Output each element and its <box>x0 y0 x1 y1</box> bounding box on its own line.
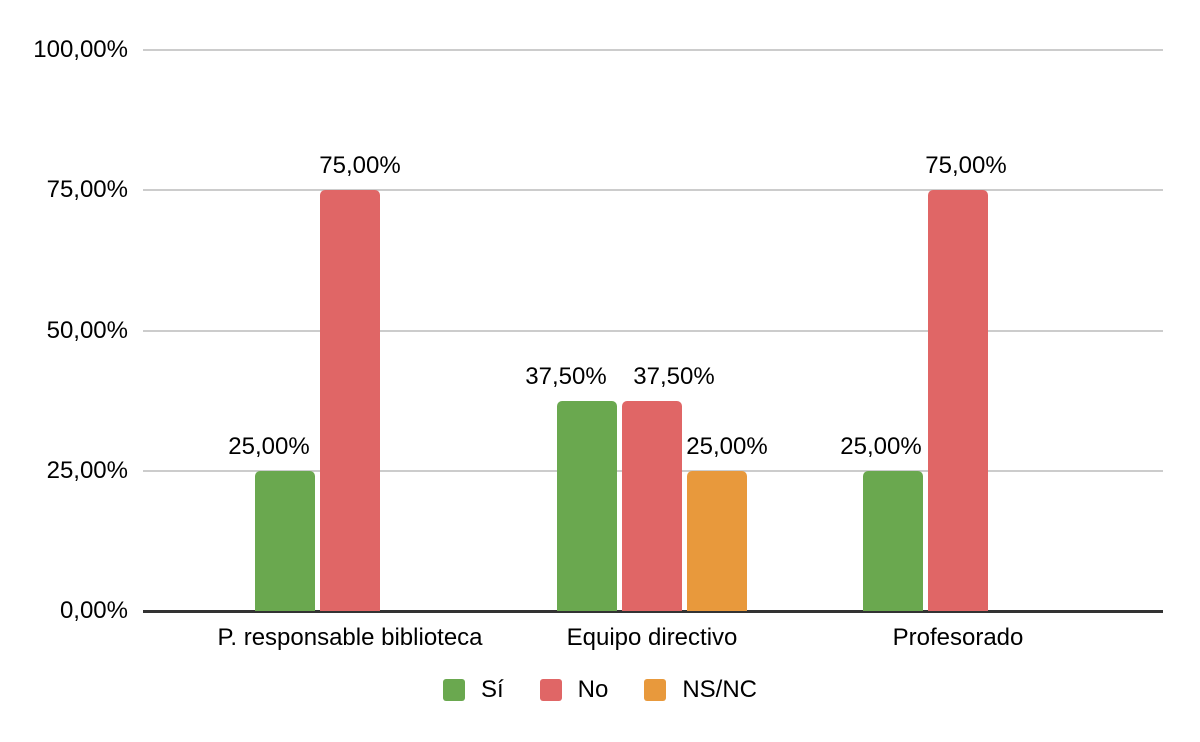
bar-si[interactable] <box>863 471 923 611</box>
y-axis-tick-label: 0,00% <box>59 597 128 624</box>
chart-legend: Sí No NS/NC <box>0 676 1200 704</box>
bar-no[interactable] <box>320 190 380 611</box>
bar-si[interactable] <box>255 471 315 611</box>
x-axis-category-label: P. responsable biblioteca <box>217 624 483 651</box>
legend-swatch-nsnc-icon <box>644 679 667 701</box>
legend-swatch-no-icon <box>539 679 562 701</box>
legend-label-si: Sí <box>480 676 504 703</box>
legend-label-no: No <box>577 676 609 703</box>
bar-value-label: 25,00% <box>686 433 768 460</box>
gridline <box>143 189 1163 192</box>
legend-item-no[interactable]: No <box>539 676 609 704</box>
legend-item-nsnc[interactable]: NS/NC <box>644 676 757 704</box>
bar-value-label: 75,00% <box>319 152 401 179</box>
legend-label-nsnc: NS/NC <box>682 676 758 703</box>
x-axis-category-label: Profesorado <box>892 624 1024 651</box>
gridline <box>143 49 1163 51</box>
bar-no[interactable] <box>928 190 988 611</box>
bar-value-label: 37,50% <box>525 363 607 390</box>
gridline <box>143 329 1163 332</box>
x-axis-category-label: Equipo directivo <box>566 624 738 651</box>
bar-no[interactable] <box>622 401 682 611</box>
bar-value-label: 75,00% <box>925 152 1007 179</box>
bar-value-label: 25,00% <box>840 433 922 460</box>
legend-item-si[interactable]: Sí <box>442 676 504 704</box>
bar-ns-nc[interactable] <box>687 471 747 611</box>
y-axis-tick-label: 25,00% <box>46 456 128 484</box>
y-axis-tick-label: 75,00% <box>46 176 128 204</box>
legend-swatch-si-icon <box>442 679 465 701</box>
y-axis-tick-label: 100,00% <box>33 36 128 63</box>
y-axis-tick-label: 50,00% <box>46 316 128 344</box>
bar-value-label: 37,50% <box>633 363 715 390</box>
bar-si[interactable] <box>557 401 617 611</box>
x-axis-line <box>143 610 1163 613</box>
bar-value-label: 25,00% <box>228 433 310 460</box>
